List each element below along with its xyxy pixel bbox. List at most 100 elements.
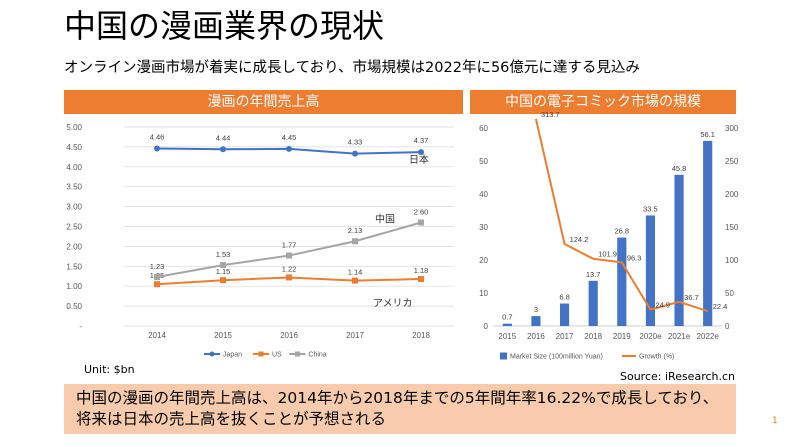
x-tick-label: 2014 xyxy=(148,331,166,340)
left-chart-header: 漫画の年間売上高 xyxy=(64,90,463,114)
y-right-tick-label: 0 xyxy=(725,322,730,331)
china-ecomic-market-chart: 0 10 20 30 40 50 60 0 50 100 150 200 250 300 0.7 3 6.8 13… xyxy=(479,110,739,361)
legend-label: China xyxy=(308,352,326,359)
bar-data-label: 33.5 xyxy=(643,204,658,213)
y-right-tick-label: 250 xyxy=(725,157,739,166)
series-annotation-china: 中国 xyxy=(375,213,395,226)
market-size-bar xyxy=(531,316,541,326)
x-tick-label: 2020e xyxy=(639,332,662,341)
x-tick-label: 2017 xyxy=(556,332,574,341)
market-size-bar xyxy=(588,280,598,326)
page-subtitle: オンライン漫画市場が着実に成長しており、市場規模は2022年に56億元に達する見… xyxy=(64,60,640,76)
x-tick-label: 2016 xyxy=(280,331,298,340)
data-label: 4.33 xyxy=(348,138,363,147)
y-tick-label: - xyxy=(79,322,82,331)
source-note: Source: iResearch.cn xyxy=(620,370,736,383)
growth-data-label: 22.4 xyxy=(713,302,728,311)
growth-data-label: 313.7 xyxy=(541,110,560,119)
y-left-tick-label: 30 xyxy=(479,223,488,232)
y-tick-label: 4.00 xyxy=(66,163,82,172)
unit-note: Unit: $bn xyxy=(84,363,135,376)
data-label: 1.14 xyxy=(348,268,363,277)
growth-data-label: 24.9 xyxy=(655,301,670,310)
data-point xyxy=(286,252,292,259)
data-point xyxy=(220,277,226,284)
y-right-tick-label: 100 xyxy=(725,256,739,265)
x-tick-label: 2016 xyxy=(527,332,545,341)
data-point xyxy=(352,150,358,157)
y-left-tick-label: 20 xyxy=(479,256,488,265)
y-tick-label: 5.00 xyxy=(66,123,82,132)
data-point xyxy=(352,277,358,284)
y-left-tick-label: 40 xyxy=(479,190,488,199)
growth-data-label: 124.2 xyxy=(570,235,589,244)
y-right-tick-label: 50 xyxy=(725,289,734,298)
data-point xyxy=(286,145,292,152)
bar-data-label: 3 xyxy=(534,305,538,314)
data-label: 4.45 xyxy=(282,133,297,142)
data-point xyxy=(352,238,358,245)
market-size-bar xyxy=(674,174,684,326)
series-annotation-japan: 日本 xyxy=(409,153,429,166)
y-right-tick-label: 200 xyxy=(725,190,739,199)
market-size-bar xyxy=(703,140,713,326)
data-label: 4.37 xyxy=(414,136,429,145)
market-size-bar xyxy=(559,303,570,326)
data-label: 2.60 xyxy=(414,208,429,217)
right-chart-header: 中国の電子コミック市場の規模 xyxy=(470,90,736,114)
market-size-bar xyxy=(502,323,512,326)
bar-data-label: 26.8 xyxy=(615,227,630,236)
data-point xyxy=(220,146,226,153)
data-label: 1.18 xyxy=(414,266,429,275)
data-label: 1.77 xyxy=(282,241,297,250)
data-point xyxy=(154,145,160,152)
data-label: 1.22 xyxy=(282,264,297,273)
legend-marker xyxy=(258,351,264,357)
annual-sales-line-chart: - 0.50 1.00 1.50 2.00 2.50 3.00 3.50 4.00 4.50 5.0… xyxy=(66,123,454,359)
legend-label: Growth (%) xyxy=(639,354,674,361)
growth-line xyxy=(534,118,709,313)
growth-data-label: 101.9 xyxy=(598,250,617,259)
x-tick-label: 2015 xyxy=(498,332,516,341)
data-point xyxy=(286,274,292,281)
legend-label: Japan xyxy=(223,352,242,359)
y-tick-label: 1.50 xyxy=(66,262,82,271)
data-point xyxy=(418,276,424,283)
legend-swatch-bar xyxy=(500,352,507,360)
y-tick-label: 4.50 xyxy=(66,143,82,152)
bar-data-label: 45.8 xyxy=(672,164,687,173)
y-right-tick-label: 300 xyxy=(725,124,739,133)
y-tick-label: 3.00 xyxy=(66,203,82,212)
data-point xyxy=(220,262,226,269)
summary-note: 中国の漫画の年間売上高は、2014年から2018年までの5年間年率16.22%で… xyxy=(64,384,736,434)
series-annotation-us: アメリカ xyxy=(373,298,413,310)
y-tick-label: 2.50 xyxy=(66,223,82,232)
market-size-bar xyxy=(645,215,656,326)
x-tick-label: 2015 xyxy=(214,331,232,340)
y-tick-label: 0.50 xyxy=(66,302,82,311)
legend-marker xyxy=(294,351,300,357)
bar-data-label: 13.7 xyxy=(586,270,601,279)
x-tick-label: 2018 xyxy=(584,332,602,341)
x-tick-label: 2021e xyxy=(668,332,691,341)
y-tick-label: 3.50 xyxy=(66,183,82,192)
bar-data-label: 0.7 xyxy=(502,313,512,322)
page-title: 中国の漫画業界の現状 xyxy=(64,7,385,45)
growth-data-label: 36.7 xyxy=(684,293,699,302)
x-tick-label: 2018 xyxy=(412,331,430,340)
y-tick-label: 2.00 xyxy=(66,242,82,251)
data-point xyxy=(418,219,424,226)
y-tick-label: 1.00 xyxy=(66,282,82,291)
y-left-tick-label: 60 xyxy=(479,124,488,133)
data-label: 4.44 xyxy=(216,133,231,142)
legend-label: US xyxy=(272,352,282,359)
x-tick-label: 2019 xyxy=(613,332,631,341)
data-label: 1.23 xyxy=(150,262,165,271)
legend-label: Market Size (100million Yuan) xyxy=(510,354,603,361)
bar-data-label: 6.8 xyxy=(559,293,569,302)
y-left-tick-label: 10 xyxy=(479,289,488,298)
x-tick-label: 2022e xyxy=(697,332,720,341)
y-right-tick-label: 150 xyxy=(725,223,739,232)
data-point xyxy=(154,274,160,281)
bar-data-label: 56.1 xyxy=(700,130,715,139)
